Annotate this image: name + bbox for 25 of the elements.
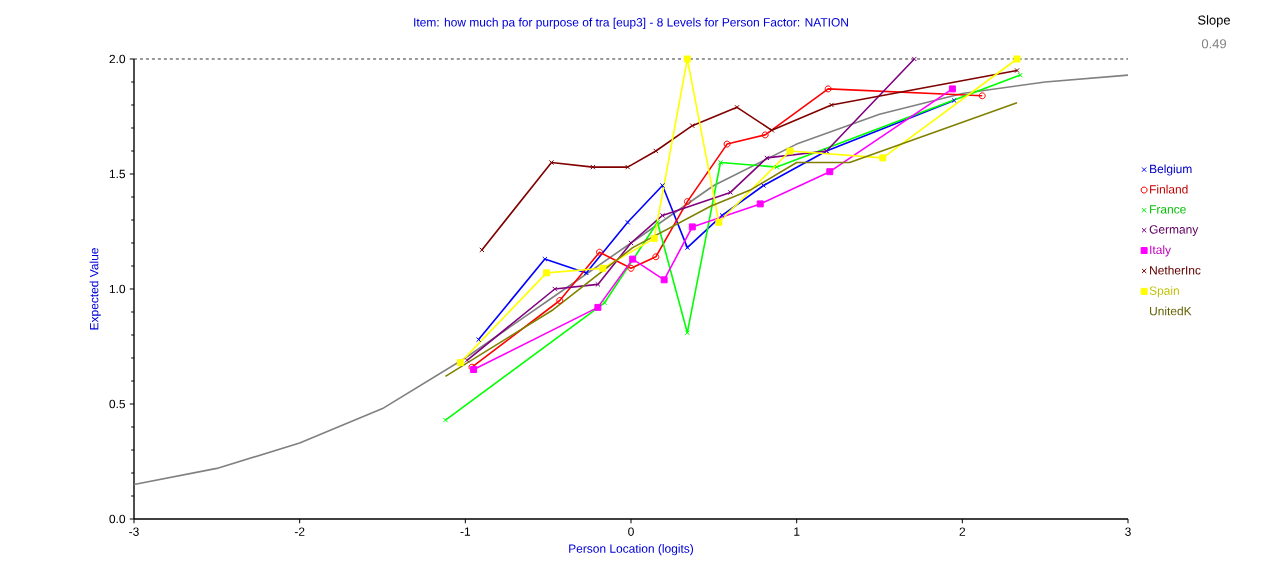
- x-axis-title: Person Location (logits): [569, 544, 694, 556]
- text: UnitedK: [1150, 306, 1192, 316]
- y-tick-label: 0.0: [109, 514, 126, 524]
- x-tick-label: 0: [628, 527, 634, 536]
- chart-title: Item: how much pa for purpose of tra [eup3] - 8 Levels for Person Factor: NATION: [414, 17, 848, 29]
- x-tick-label: 1: [794, 527, 800, 536]
- y-tick-label: 2.0: [109, 54, 126, 64]
- legend-label: France: [1150, 205, 1186, 214]
- legend-label: Germany: [1149, 225, 1199, 237]
- y-tick-label: 1.5: [109, 169, 126, 179]
- text: Slope: [1198, 15, 1230, 28]
- x-tick-label: 3: [1125, 527, 1131, 536]
- legend-label: Belgium: [1150, 164, 1192, 176]
- legend-label: Italy: [1150, 245, 1171, 257]
- y-tick-label: 0.5: [109, 399, 126, 409]
- x-tick-label: -1: [460, 527, 471, 536]
- x-tick-label: -2: [294, 527, 305, 536]
- legend-label: Finland: [1150, 184, 1188, 194]
- legend-label: Spain: [1149, 286, 1179, 298]
- text: 0.49: [1201, 39, 1227, 49]
- y-tick-label: 1.0: [109, 284, 126, 294]
- legend-label: NetherInc: [1150, 265, 1201, 275]
- x-tick-label: 2: [959, 527, 966, 536]
- y-axis-title: Expected Value: [89, 248, 101, 330]
- x-tick-label: -3: [129, 527, 139, 536]
